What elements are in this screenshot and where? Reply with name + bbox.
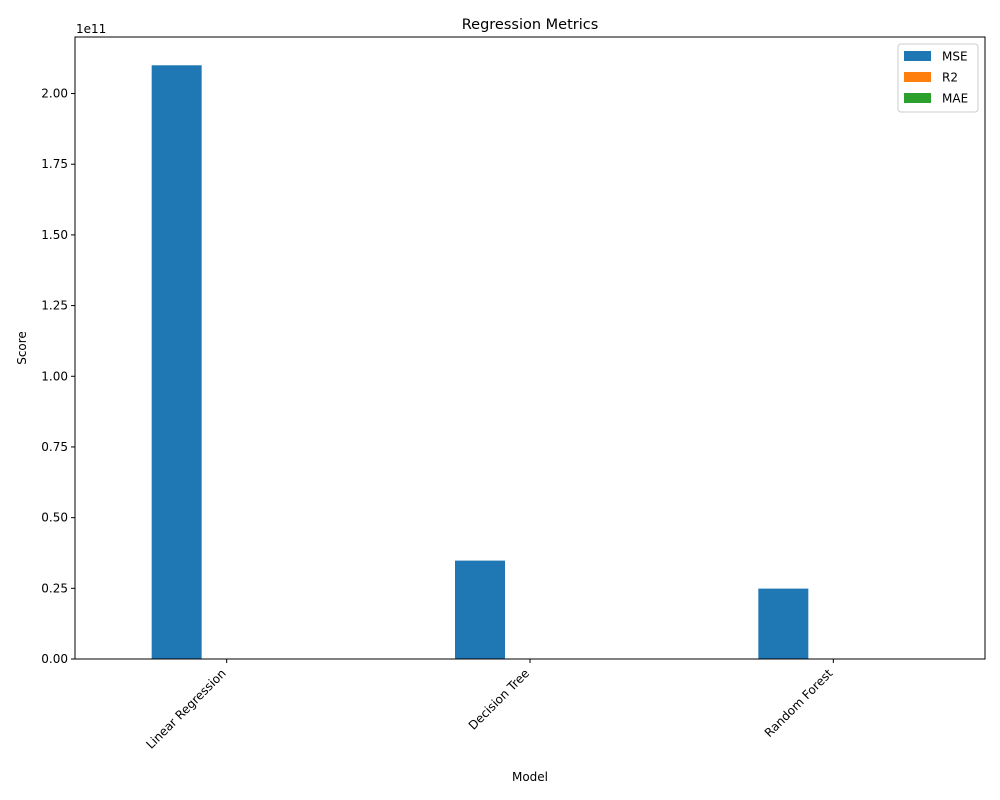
y-tick-label: 0.00	[41, 652, 68, 666]
y-axis-label: Score	[15, 331, 29, 365]
x-axis-label: Model	[512, 770, 548, 784]
y-tick-label: 0.50	[41, 511, 68, 525]
legend-label-mae: MAE	[942, 92, 968, 106]
bar-mse-random-forest	[758, 588, 809, 659]
bar-mse-linear-regression	[151, 65, 202, 659]
legend-label-r2: R2	[942, 71, 958, 85]
legend-label-mse: MSE	[942, 50, 968, 64]
legend: MSE R2 MAE	[897, 43, 979, 113]
chart-title: Regression Metrics	[462, 17, 599, 33]
legend-swatch-mae	[904, 93, 931, 103]
y-tick-label: 2.00	[41, 87, 68, 101]
y-tick-label: 1.50	[41, 228, 68, 242]
y-tick-label: 1.25	[41, 299, 68, 313]
y-tick-label: 1.00	[41, 369, 68, 383]
legend-items: MSE R2 MAE	[904, 50, 968, 106]
y-tick-label: 0.75	[41, 440, 68, 454]
y-tick-label: 0.25	[41, 581, 68, 595]
legend-swatch-r2	[904, 72, 931, 82]
y-axis-ticks: 0.00 0.25 0.50 0.75 1.00 1.25 1.50 1.75 2.00	[41, 87, 75, 666]
y-axis-offset-label: 1e11	[76, 22, 106, 36]
plot-frame	[74, 36, 986, 660]
bars-layer	[151, 65, 809, 659]
legend-swatch-mse	[904, 51, 931, 61]
y-tick-label: 1.75	[41, 157, 68, 171]
bar-mse-decision-tree	[455, 560, 505, 659]
